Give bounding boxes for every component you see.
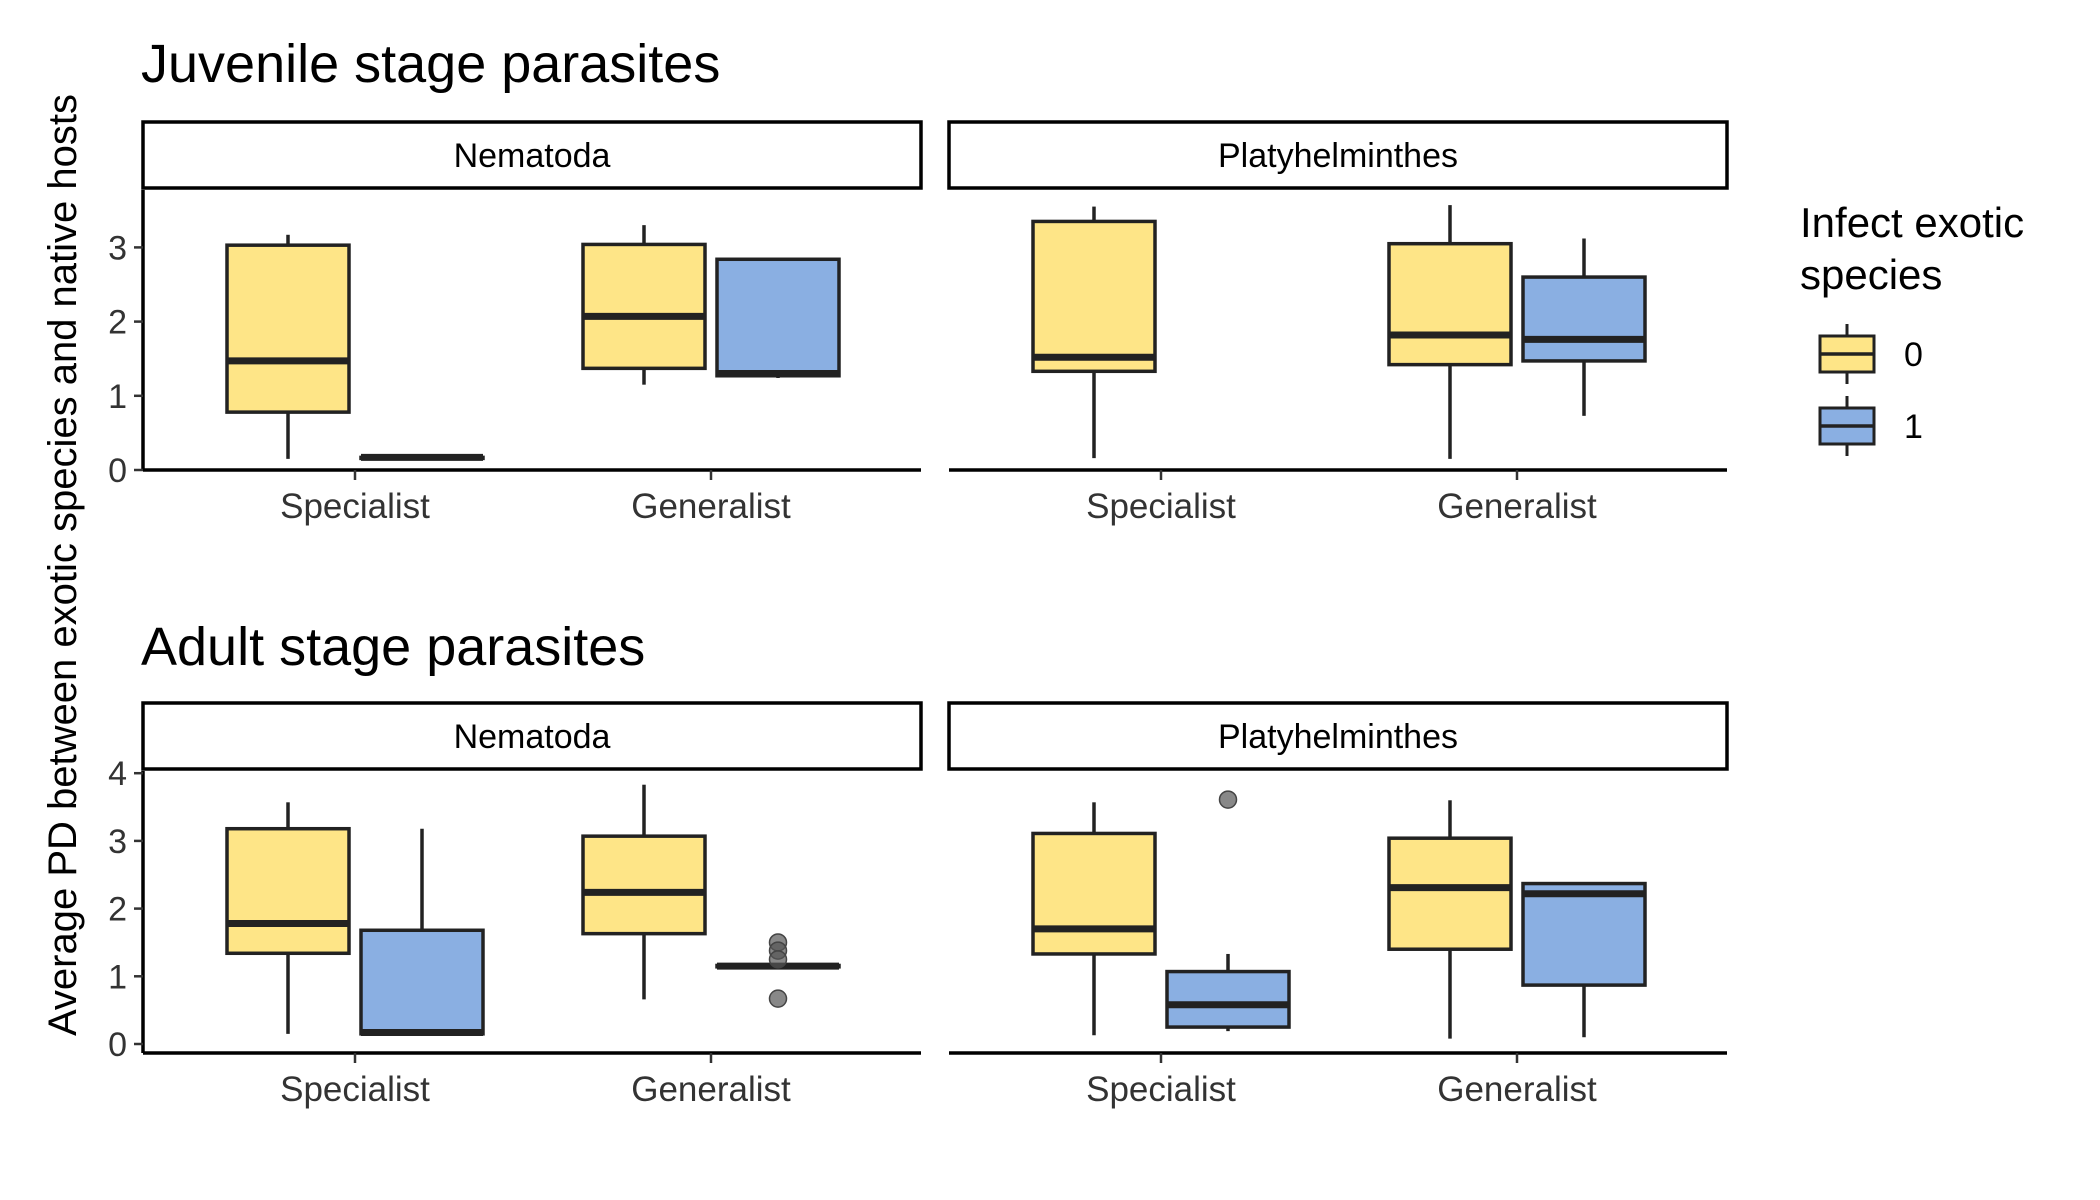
y-tick-label: 1: [108, 378, 127, 416]
legend-title-line1: Infect exotic: [1800, 199, 2024, 246]
y-tick-label: 0: [108, 452, 127, 490]
facet-strip: [141, 120, 923, 190]
box-specialist-group-1: [359, 453, 485, 461]
row-title: Juvenile stage parasites: [141, 34, 720, 94]
box-specialist-group-0: [225, 802, 351, 1034]
facet-strip-label: Platyhelminthes: [1218, 718, 1458, 756]
y-axis-title: Average PD between exotic species and na…: [41, 94, 85, 1036]
outlier-point: [768, 950, 788, 969]
box-iqr: [225, 243, 351, 414]
facet-strip: [947, 701, 1729, 771]
box-iqr: [1031, 219, 1157, 374]
x-tick-label: Generalist: [631, 1070, 791, 1109]
box-iqr: [1521, 881, 1647, 987]
box-specialist-group-0: [1031, 206, 1157, 459]
facet-strip-label: Nematoda: [454, 137, 611, 175]
facet-strip: [141, 701, 923, 771]
x-tick-label: Generalist: [1437, 487, 1597, 526]
y-tick-label: 1: [108, 958, 127, 996]
box-generalist-group-0: [1387, 800, 1513, 1039]
box-specialist-group-1: [359, 828, 485, 1036]
y-tick-label: 3: [108, 229, 127, 267]
box-iqr: [715, 257, 841, 378]
outlier-point: [1218, 790, 1238, 809]
box-generalist-group-0: [581, 784, 707, 1000]
legend-title-line2: species: [1800, 251, 1942, 298]
x-tick-label: Specialist: [1086, 1070, 1236, 1109]
y-tick-label: 0: [108, 1026, 127, 1064]
x-tick-label: Specialist: [280, 1070, 430, 1109]
outlier-point: [768, 989, 788, 1008]
box-iqr: [1387, 241, 1513, 367]
legend-label: 1: [1904, 408, 1923, 446]
box-generalist-group-1: [1521, 881, 1647, 1038]
box-iqr: [225, 826, 351, 956]
legend: Infect exotic species 01: [1800, 199, 2024, 456]
row-title: Adult stage parasites: [141, 617, 645, 677]
legend-key-0: 0: [1818, 324, 1923, 384]
box-generalist-group-1: [1521, 238, 1647, 416]
facet-strip-label: Nematoda: [454, 718, 611, 756]
box-iqr: [581, 834, 707, 936]
y-tick-label: 3: [108, 823, 127, 861]
facet-strip-label: Platyhelminthes: [1218, 137, 1458, 175]
box-specialist-group-0: [1031, 802, 1157, 1036]
box-iqr: [1521, 275, 1647, 363]
box-iqr: [1031, 831, 1157, 956]
box-specialist-group-1: [1165, 790, 1291, 1032]
box-iqr: [359, 928, 485, 1036]
box-iqr: [581, 242, 707, 371]
x-tick-label: Specialist: [1086, 487, 1236, 526]
facet-strip: [947, 120, 1729, 190]
box-generalist-group-1: [715, 257, 841, 378]
box-generalist-group-0: [1387, 205, 1513, 459]
x-tick-label: Generalist: [1437, 1070, 1597, 1109]
box-iqr: [1387, 836, 1513, 951]
legend-key-1: 1: [1818, 396, 1923, 456]
y-tick-label: 2: [108, 304, 127, 342]
box-generalist-group-1: [715, 933, 841, 1008]
box-specialist-group-0: [225, 234, 351, 459]
y-tick-label: 4: [108, 755, 127, 793]
box-iqr: [1165, 969, 1291, 1029]
x-tick-label: Generalist: [631, 487, 791, 526]
x-tick-label: Specialist: [280, 487, 430, 526]
legend-keys: 01: [1818, 324, 1923, 456]
y-tick-label: 2: [108, 891, 127, 929]
facet-panels: Juvenile stage parasites Nematoda 0 1 2 3 Spec…: [108, 34, 1729, 1109]
box-generalist-group-0: [581, 225, 707, 385]
legend-label: 0: [1904, 336, 1923, 374]
